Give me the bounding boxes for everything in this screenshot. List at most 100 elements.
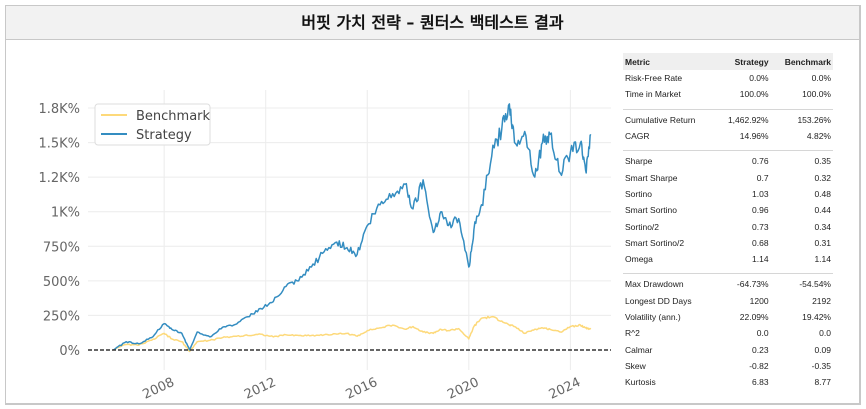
metric-name: R^2 [625, 328, 640, 339]
metric-row: Skew -0.82 -0.35 [623, 358, 833, 374]
benchmark-value: 1.14 [814, 254, 831, 265]
metric-name: Volatility (ann.) [625, 312, 681, 322]
legend-label-benchmark: Benchmark [136, 109, 211, 124]
benchmark-value: -0.35 [811, 360, 831, 371]
metric-name: Calmar [625, 344, 653, 355]
metric-name: Smart Sortino [625, 205, 677, 216]
metric-name: Time in Market [625, 89, 681, 100]
metric-row: Time in Market 100.0% 100.0% [623, 86, 833, 102]
strategy-value: -64.73% [736, 279, 769, 290]
strategy-value: 14.96% [739, 131, 769, 142]
metric-name: Smart Sharpe [625, 172, 678, 183]
strategy-value: 0.7 [756, 172, 769, 183]
metric-row: Sortino 1.03 0.48 [623, 186, 833, 202]
title-bar: 버핏 가치 전략 – 퀀터스 백테스트 결과 [6, 6, 859, 40]
x-tick-label: 2008 [141, 375, 177, 403]
benchmark-value: 0.0 [819, 328, 831, 339]
y-tick-label: 1K% [51, 206, 80, 221]
strategy-value: 0.96 [752, 205, 769, 216]
benchmark-value: 0.32 [814, 172, 831, 183]
benchmark-value: 0.09 [814, 344, 831, 355]
strategy-value: 0.23 [752, 344, 769, 355]
header-benchmark: Benchmark [770, 53, 833, 70]
chart-canvas: 0% 250% 500% 750% 1K% 1.2K% 1.5K% 1.8K% 2008 2012… [38, 90, 611, 403]
strategy-value: 100.0% [739, 89, 769, 100]
benchmark-value: 8.77 [814, 377, 831, 388]
benchmark-value: 153.26% [797, 114, 831, 125]
metric-row: Sharpe 0.76 0.35 [623, 153, 833, 169]
benchmark-value: 0.48 [814, 188, 831, 199]
page-title: 버핏 가치 전략 – 퀀터스 백테스트 결과 [301, 13, 564, 32]
metric-name: Kurtosis [625, 377, 656, 388]
benchmark-value: 19.42% [802, 312, 831, 322]
benchmark-value: 2192 [812, 295, 831, 306]
legend-label-strategy: Strategy [136, 128, 192, 143]
strategy-value: 22.09% [739, 312, 769, 322]
header-strategy: Strategy [715, 53, 771, 70]
metric-name: CAGR [625, 131, 650, 142]
metric-row: Cumulative Return 1,462.92% 153.26% [623, 112, 833, 128]
strategy-value: 0.68 [752, 237, 769, 248]
x-tick-label: 2016 [344, 375, 380, 403]
metric-name: Longest DD Days [625, 295, 692, 306]
strategy-value: 0.0 [756, 328, 769, 339]
cumulative-returns-chart: 0% 250% 500% 750% 1K% 1.2K% 1.5K% 1.8K% 2008 2012… [6, 40, 618, 403]
benchmark-value: 100.0% [802, 89, 831, 100]
strategy-value: 1,462.92% [727, 114, 769, 125]
report-frame: 버핏 가치 전략 – 퀀터스 백테스트 결과 0% 250% 500% 750% 1K%… [5, 5, 861, 405]
metric-name: Smart Sortino/2 [625, 237, 685, 248]
strategy-value: -0.82 [749, 360, 769, 371]
y-tick-label: 500% [43, 275, 80, 290]
strategy-value: 0.76 [752, 156, 769, 167]
y-tick-label: 1.8K% [38, 102, 80, 117]
strategy-value: 6.83 [752, 377, 769, 388]
metric-name: Omega [625, 254, 653, 265]
metric-name: Sortino/2 [625, 221, 660, 232]
benchmark-value: 4.82% [806, 131, 831, 142]
metric-row: Max Drawdown -64.73% -54.54% [623, 276, 833, 292]
metric-name: Sharpe [625, 156, 653, 167]
metric-row: Omega 1.14 1.14 [623, 251, 833, 267]
group-divider [623, 144, 833, 153]
metric-row: Calmar 0.23 0.09 [623, 341, 833, 357]
strategy-value: 1.14 [752, 254, 769, 265]
x-tick-label: 2012 [242, 375, 278, 403]
metric-name: Sortino [625, 188, 652, 199]
metric-row: Smart Sharpe 0.7 0.32 [623, 169, 833, 185]
group-divider [623, 267, 833, 276]
metric-row: Sortino/2 0.73 0.34 [623, 218, 833, 234]
x-tick-label: 2024 [547, 375, 583, 403]
metric-row: Smart Sortino 0.96 0.44 [623, 202, 833, 218]
metric-name: Max Drawdown [625, 279, 684, 290]
metric-row: R^2 0.0 0.0 [623, 325, 833, 341]
metric-row: Kurtosis 6.83 8.77 [623, 374, 833, 390]
metric-row: Smart Sortino/2 0.68 0.31 [623, 235, 833, 251]
strategy-value: 0.73 [752, 221, 769, 232]
y-tick-label: 1.5K% [38, 137, 80, 152]
header-metric: Metric [623, 53, 716, 70]
benchmark-value: -54.54% [799, 279, 831, 290]
metrics-header-row: Metric Strategy Benchmark [623, 53, 833, 70]
metric-name: Risk-Free Rate [625, 73, 683, 84]
metric-row: Risk-Free Rate 0.0% 0.0% [623, 70, 833, 86]
benchmark-value: 0.31 [814, 237, 831, 248]
strategy-value: 1.03 [752, 188, 769, 199]
y-tick-label: 750% [43, 240, 80, 255]
benchmark-value: 0.34 [814, 221, 831, 232]
benchmark-value: 0.35 [814, 156, 831, 167]
strategy-value: 0.0% [749, 73, 769, 84]
y-tick-label: 0% [59, 344, 80, 359]
strategy-value: 1200 [749, 295, 769, 306]
strategy-line [113, 103, 592, 351]
metric-row: Longest DD Days 1200 2192 [623, 293, 833, 309]
metric-row: CAGR 14.96% 4.82% [623, 128, 833, 144]
benchmark-line [113, 315, 592, 353]
y-tick-label: 1.2K% [38, 171, 80, 186]
group-divider [623, 103, 833, 112]
metric-name: Cumulative Return [625, 114, 696, 125]
y-tick-label: 250% [43, 309, 80, 324]
x-tick-label: 2020 [445, 375, 481, 403]
metric-row: Volatility (ann.) 22.09% 19.42% [623, 309, 833, 325]
benchmark-value: 0.44 [814, 205, 831, 216]
metric-name: Skew [625, 360, 646, 371]
